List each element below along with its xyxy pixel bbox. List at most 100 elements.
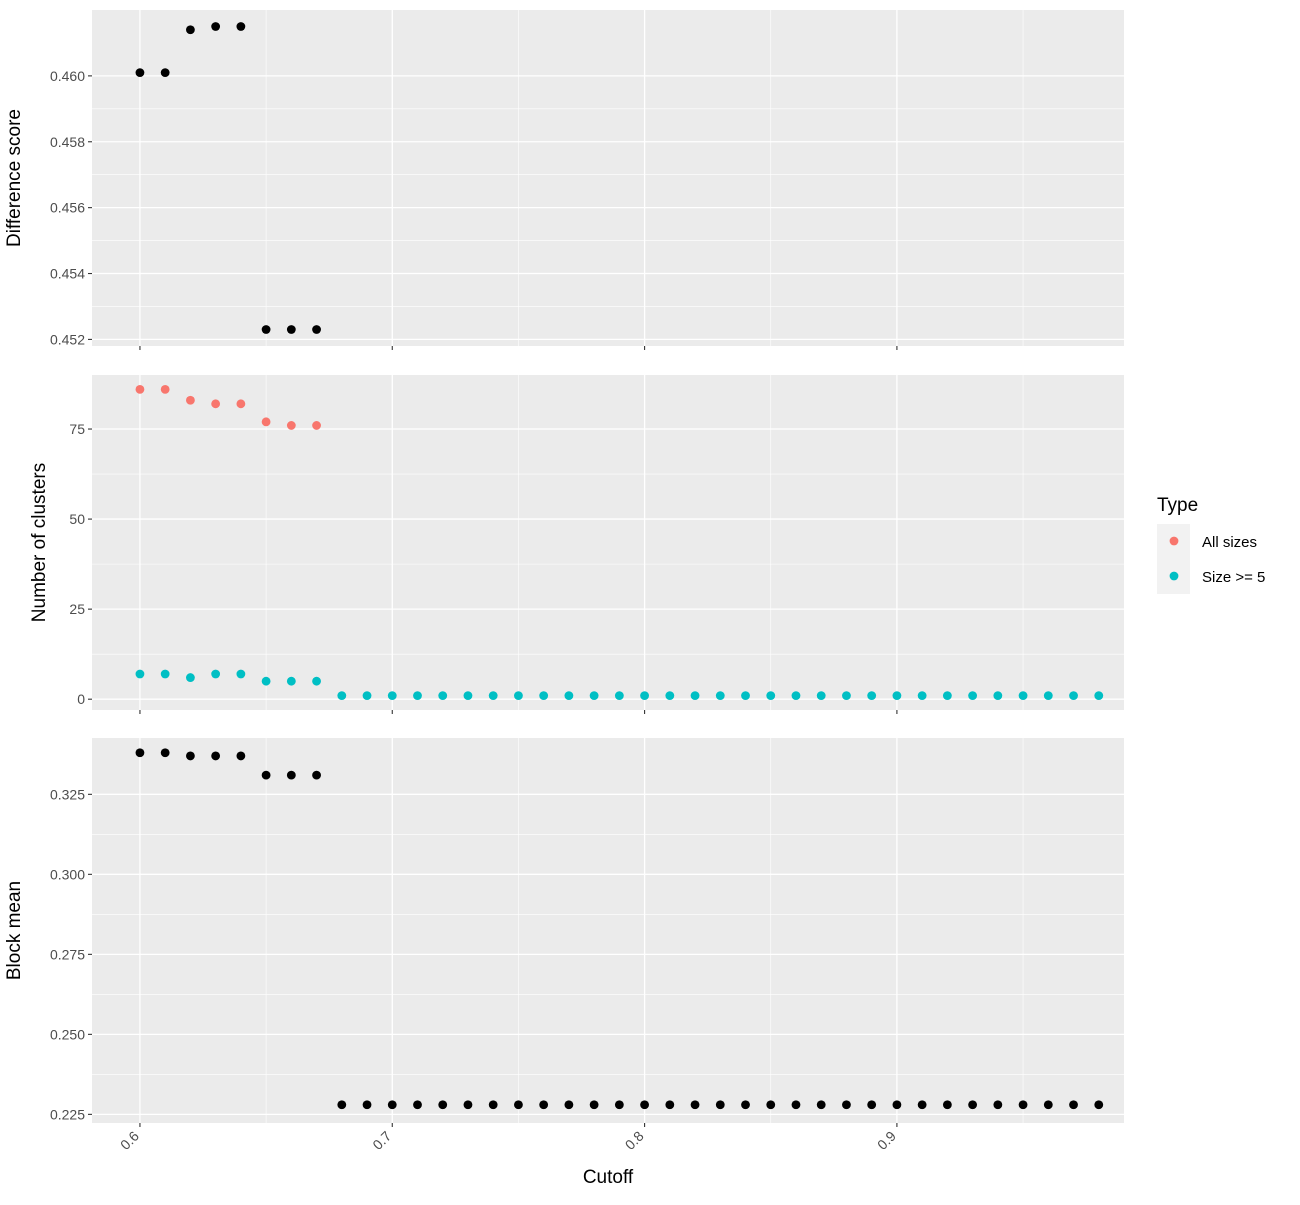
data-point	[211, 751, 221, 761]
data-point	[1018, 1100, 1028, 1110]
legend-title: Type	[1157, 495, 1198, 516]
data-point	[539, 691, 549, 700]
y-axis-title-middle: Number of clusters	[29, 463, 50, 622]
data-point	[286, 325, 296, 334]
data-point	[236, 22, 246, 31]
series-top-0	[135, 22, 321, 334]
panel-bottom: 0.225 0.250 0.275 0.300 0.325 0.6 0.7 0.8 0.9 Blo…	[4, 738, 1124, 1153]
data-point	[942, 1100, 952, 1110]
data-point	[640, 691, 649, 700]
data-point	[413, 1100, 422, 1110]
panel-top: 0.452 0.454 0.456 0.458 0.460 Difference scor…	[4, 10, 1124, 350]
y-tick-label: 0.225	[50, 1106, 85, 1122]
y-tick-label: 0.454	[50, 266, 85, 282]
y-tick-label: 25	[69, 601, 85, 617]
data-point	[842, 1100, 851, 1110]
data-point	[564, 1100, 574, 1110]
x-tick-label: 0.7	[369, 1128, 394, 1153]
data-point	[186, 673, 195, 682]
data-point	[261, 417, 271, 427]
legend-label-size-ge-5: Size >= 5	[1202, 569, 1265, 586]
y-tick-label: 0.458	[50, 134, 85, 150]
data-point	[312, 421, 321, 430]
data-point	[236, 669, 246, 679]
data-point	[261, 325, 271, 334]
y-tick-label: 0.300	[50, 866, 85, 882]
data-point	[160, 385, 170, 394]
data-point	[236, 751, 246, 761]
data-point	[942, 691, 952, 700]
data-point	[312, 325, 321, 334]
y-tick-label: 0.325	[50, 786, 85, 802]
data-point	[135, 385, 145, 394]
data-point	[690, 1100, 700, 1110]
legend-key-all-sizes-point	[1169, 536, 1179, 546]
panel-middle: 0 25 50 75 Number of clusters	[29, 375, 1124, 714]
series-middle-1	[135, 669, 1104, 700]
data-point	[589, 1100, 599, 1110]
data-point	[640, 1100, 649, 1110]
data-point	[816, 1100, 826, 1110]
data-point	[791, 691, 801, 700]
panels-group: 0.452 0.454 0.456 0.458 0.460 Difference scor…	[4, 10, 1124, 1153]
data-point	[1043, 691, 1053, 700]
data-point	[438, 691, 448, 700]
data-point	[413, 691, 422, 700]
y-axis-title-bottom: Block mean	[4, 881, 25, 980]
data-point	[387, 691, 397, 700]
data-point	[993, 691, 1003, 700]
data-point	[438, 1100, 448, 1110]
data-point	[135, 748, 145, 758]
panel-background-top	[92, 10, 1124, 346]
data-point	[160, 68, 170, 77]
y-tick-label: 0	[77, 691, 85, 707]
data-point	[614, 1100, 624, 1110]
y-tick-label: 0.452	[50, 331, 85, 347]
x-tick-label: 0.6	[117, 1128, 142, 1153]
x-axis-title: Cutoff	[583, 1167, 634, 1188]
data-point	[589, 691, 599, 700]
y-tick-label: 0.456	[50, 200, 85, 216]
y-tick-label: 0.250	[50, 1026, 85, 1042]
data-point	[993, 1100, 1003, 1110]
data-point	[564, 691, 574, 700]
data-point	[1018, 691, 1028, 700]
data-point	[741, 691, 750, 700]
data-point	[1094, 691, 1104, 700]
legend-key-size-ge-5-point	[1169, 571, 1179, 581]
data-point	[312, 770, 321, 780]
legend: Type All sizes Size >= 5	[1157, 495, 1265, 594]
series-middle-0	[135, 385, 321, 430]
data-point	[867, 1100, 877, 1110]
data-point	[665, 1100, 675, 1110]
y-tick-label: 0.460	[50, 68, 85, 84]
data-point	[766, 691, 776, 700]
data-point	[312, 676, 321, 686]
data-point	[211, 399, 221, 409]
data-point	[715, 691, 725, 700]
data-point	[186, 25, 195, 35]
data-point	[160, 748, 170, 758]
data-point	[488, 691, 498, 700]
data-point	[816, 691, 826, 700]
data-point	[741, 1100, 750, 1110]
data-point	[614, 691, 624, 700]
data-point	[286, 421, 296, 430]
y-tick-label: 50	[69, 511, 85, 527]
data-point	[186, 395, 195, 405]
data-point	[968, 691, 978, 700]
x-tick-label: 0.8	[622, 1128, 647, 1153]
data-point	[387, 1100, 397, 1110]
data-point	[1043, 1100, 1053, 1110]
data-point	[286, 676, 296, 686]
data-point	[488, 1100, 498, 1110]
panel-background-middle	[92, 375, 1124, 710]
data-point	[514, 691, 523, 700]
y-tick-label: 75	[69, 421, 85, 437]
data-point	[463, 1100, 473, 1110]
data-point	[917, 1100, 927, 1110]
data-point	[362, 691, 372, 700]
legend-label-all-sizes: All sizes	[1202, 534, 1257, 551]
